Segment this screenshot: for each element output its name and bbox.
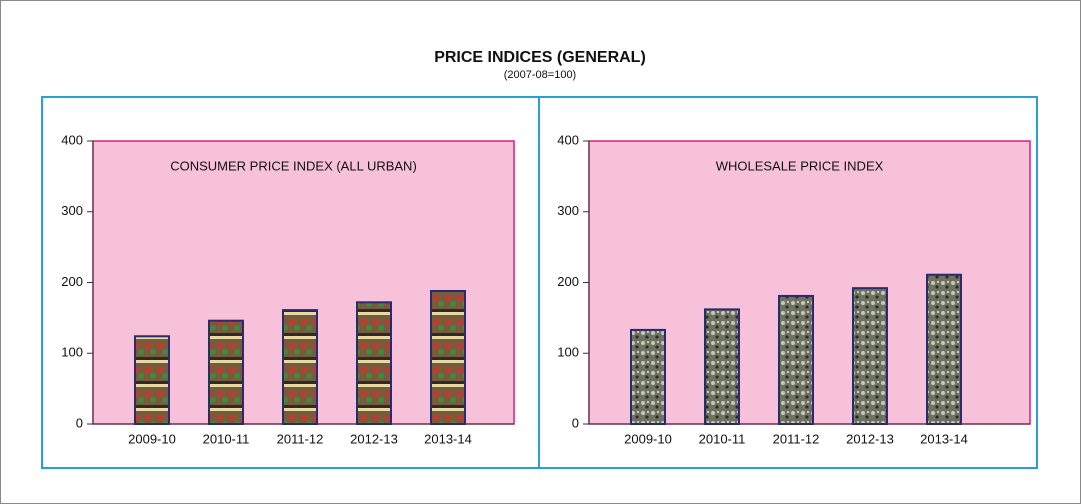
x-tick-label: 2013-14: [424, 431, 472, 446]
x-tick-label: 2013-14: [920, 431, 968, 446]
x-tick-label: 2010-11: [203, 431, 250, 446]
bar: [630, 328, 666, 425]
x-tick-label: 2011-12: [773, 431, 820, 446]
bar: [704, 308, 740, 426]
page-subtitle: (2007-08=100): [504, 69, 576, 81]
bar: [430, 289, 466, 425]
bar: [852, 287, 888, 425]
y-tick-label: 300: [61, 203, 83, 218]
bar: [356, 301, 392, 425]
y-tick-label: 0: [572, 415, 579, 430]
x-tick-label: 2010-11: [699, 431, 746, 446]
y-tick-label: 400: [61, 132, 83, 147]
bar: [134, 335, 170, 425]
x-tick-label: 2012-13: [350, 431, 398, 446]
y-tick-label: 400: [557, 132, 579, 147]
panel: [538, 96, 1038, 469]
bar: [778, 294, 814, 425]
bar: [926, 273, 962, 425]
x-tick-label: 2012-13: [846, 431, 894, 446]
x-tick-label: 2011-12: [277, 431, 324, 446]
bar: [208, 319, 244, 425]
x-tick-label: 2009-10: [624, 431, 672, 446]
chart-title: WHOLESALE PRICE INDEX: [716, 158, 884, 173]
y-tick-label: 0: [76, 415, 83, 430]
y-tick-label: 200: [61, 274, 83, 289]
page-title: PRICE INDICES (GENERAL): [434, 49, 646, 66]
y-tick-label: 100: [61, 345, 83, 360]
x-tick-label: 2009-10: [128, 431, 176, 446]
chart-title: CONSUMER PRICE INDEX (ALL URBAN): [170, 158, 417, 173]
bar: [282, 309, 318, 425]
y-tick-label: 100: [557, 345, 579, 360]
y-tick-label: 300: [557, 203, 579, 218]
y-tick-label: 200: [557, 274, 579, 289]
